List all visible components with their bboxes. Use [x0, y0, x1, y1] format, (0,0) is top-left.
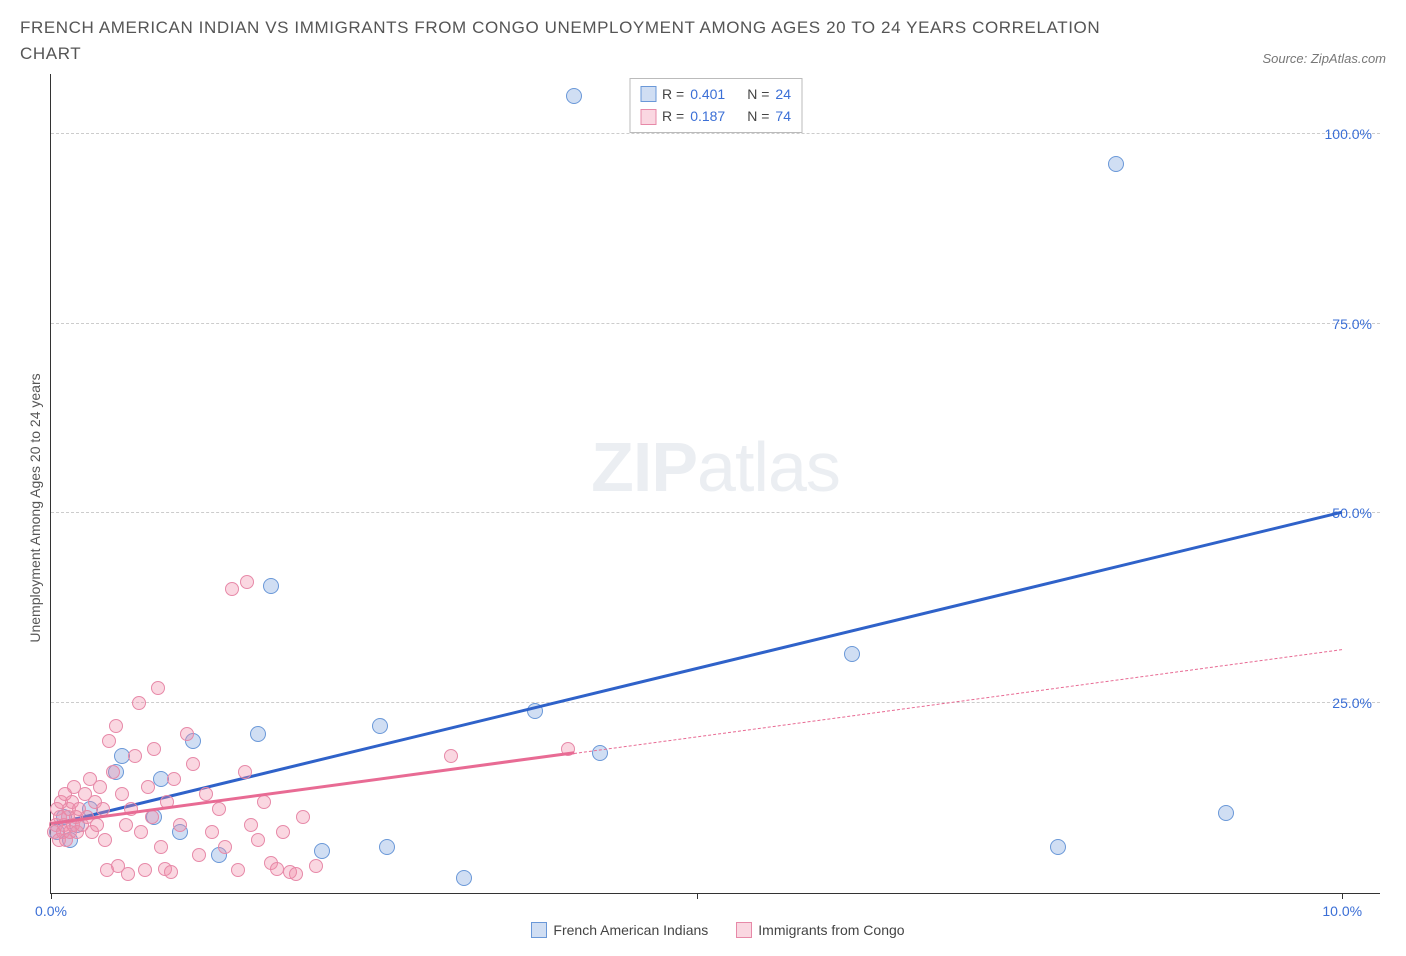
data-point [296, 810, 310, 824]
data-point [151, 681, 165, 695]
data-point [128, 749, 142, 763]
data-point [238, 765, 252, 779]
legend-series-name: French American Indians [553, 922, 708, 938]
data-point [121, 867, 135, 881]
n-value: 24 [775, 83, 791, 105]
r-value: 0.187 [690, 105, 725, 127]
data-point [379, 839, 395, 855]
y-tick-label: 75.0% [1332, 316, 1372, 332]
data-point [263, 578, 279, 594]
data-point [289, 867, 303, 881]
data-point [115, 787, 129, 801]
data-point [109, 719, 123, 733]
legend-item: Immigrants from Congo [736, 922, 904, 938]
data-point [164, 865, 178, 879]
data-point [167, 772, 181, 786]
data-point [592, 745, 608, 761]
r-value: 0.401 [690, 83, 725, 105]
data-point [251, 833, 265, 847]
legend-row: R = 0.401 N = 24 [640, 83, 791, 105]
data-point [192, 848, 206, 862]
data-point [134, 825, 148, 839]
data-point [90, 818, 104, 832]
gridline [51, 323, 1380, 324]
data-point [240, 575, 254, 589]
data-point [205, 825, 219, 839]
data-point [244, 818, 258, 832]
data-point [173, 818, 187, 832]
data-point [119, 818, 133, 832]
data-point [225, 582, 239, 596]
legend-swatch [640, 86, 656, 102]
data-point [276, 825, 290, 839]
data-point [199, 787, 213, 801]
data-point [314, 843, 330, 859]
legend-swatch [640, 109, 656, 125]
data-point [309, 859, 323, 873]
legend-row: R = 0.187 N = 74 [640, 105, 791, 127]
r-label: R = [662, 105, 684, 127]
data-point [102, 734, 116, 748]
data-point [141, 780, 155, 794]
x-tick-label: 0.0% [35, 903, 67, 919]
data-point [93, 780, 107, 794]
y-axis-label: Unemployment Among Ages 20 to 24 years [27, 373, 43, 642]
n-label: N = [747, 105, 769, 127]
scatter-plot: ZIPatlas R = 0.401 N = 24 R = 0.187 N = 74 25.0… [50, 74, 1380, 894]
data-point [1218, 805, 1234, 821]
data-point [98, 833, 112, 847]
legend-swatch [531, 922, 547, 938]
gridline [51, 512, 1380, 513]
data-point [844, 646, 860, 662]
x-tick [51, 893, 52, 899]
data-point [566, 88, 582, 104]
data-point [154, 840, 168, 854]
data-point [180, 727, 194, 741]
data-point [145, 810, 159, 824]
data-point [1108, 156, 1124, 172]
n-label: N = [747, 83, 769, 105]
gridline [51, 133, 1380, 134]
data-point [270, 862, 284, 876]
x-tick-label: 10.0% [1322, 903, 1362, 919]
y-tick-label: 100.0% [1325, 126, 1372, 142]
data-point [444, 749, 458, 763]
source-label: Source: ZipAtlas.com [1262, 51, 1386, 66]
chart-title: FRENCH AMERICAN INDIAN VS IMMIGRANTS FRO… [20, 15, 1120, 66]
data-point [218, 840, 232, 854]
chart-container: Unemployment Among Ages 20 to 24 years Z… [20, 74, 1386, 941]
watermark: ZIPatlas [591, 427, 840, 507]
correlation-legend: R = 0.401 N = 24 R = 0.187 N = 74 [629, 78, 802, 133]
x-tick [1342, 893, 1343, 899]
data-point [138, 863, 152, 877]
y-tick-label: 25.0% [1332, 695, 1372, 711]
legend-swatch [736, 922, 752, 938]
legend-item: French American Indians [531, 922, 708, 938]
data-point [250, 726, 266, 742]
data-point [257, 795, 271, 809]
data-point [1050, 839, 1066, 855]
data-point [456, 870, 472, 886]
legend-series-name: Immigrants from Congo [758, 922, 904, 938]
gridline [51, 702, 1380, 703]
data-point [147, 742, 161, 756]
data-point [372, 718, 388, 734]
trend-line [57, 511, 1342, 825]
data-point [231, 863, 245, 877]
data-point [186, 757, 200, 771]
series-legend: French American Indians Immigrants from C… [50, 922, 1386, 941]
data-point [106, 765, 120, 779]
n-value: 74 [775, 105, 791, 127]
x-tick [697, 893, 698, 899]
data-point [132, 696, 146, 710]
data-point [212, 802, 226, 816]
r-label: R = [662, 83, 684, 105]
